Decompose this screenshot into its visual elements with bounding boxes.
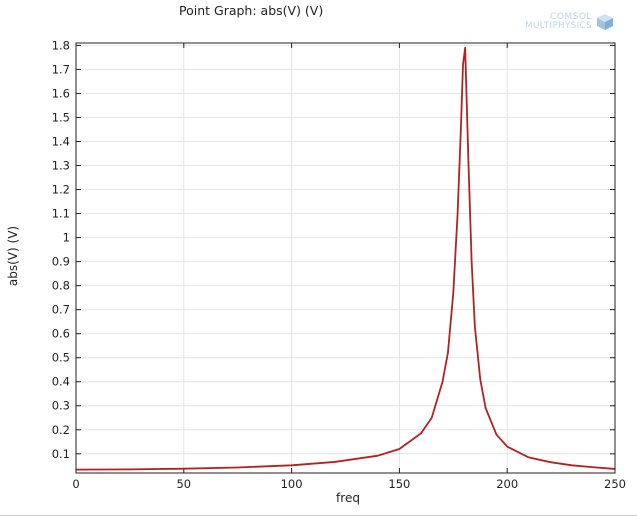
logo-line-2: MULTIPHYSICS <box>525 21 592 31</box>
x-tick-label: 50 <box>176 477 191 491</box>
y-tick-label: 1.1 <box>52 207 70 221</box>
x-tick-label: 100 <box>281 477 303 491</box>
y-tick-label: 0.8 <box>52 279 70 293</box>
y-tick-label: 0.7 <box>52 303 70 317</box>
y-tick-label: 0.9 <box>52 255 70 269</box>
x-axis-label: freq <box>336 491 360 505</box>
y-tick-label: 0.1 <box>52 447 70 461</box>
series-line <box>75 46 616 471</box>
y-tick-label: 1.3 <box>52 159 70 173</box>
y-tick-label: 1.7 <box>52 62 70 76</box>
comsol-logo: COMSOL MULTIPHYSICS <box>500 12 620 34</box>
y-tick-label: 1.6 <box>52 86 70 100</box>
y-tick-label: 0.2 <box>52 423 70 437</box>
y-tick-label: 0.3 <box>52 399 70 413</box>
x-tick-label: 150 <box>388 477 410 491</box>
y-tick-label: 1.8 <box>52 38 70 52</box>
y-tick-label: 1.5 <box>52 110 70 124</box>
y-tick-label: 1.2 <box>52 183 70 197</box>
logo-line-1: COMSOL <box>550 12 592 22</box>
y-tick-label: 1 <box>63 231 70 245</box>
plot-frame <box>75 42 616 474</box>
y-tick-label: 1.4 <box>52 134 70 148</box>
x-tick-label: 0 <box>72 477 79 491</box>
panel-divider <box>0 515 637 516</box>
chart-title: Point Graph: abs(V) (V) <box>179 3 324 18</box>
x-tick-label: 250 <box>604 477 626 491</box>
comsol-cube-icon <box>597 14 613 30</box>
y-tick-label: 0.5 <box>52 351 70 365</box>
y-tick-label: 0.4 <box>52 375 70 389</box>
y-tick-label: 0.6 <box>52 327 70 341</box>
x-tick-label: 200 <box>496 477 518 491</box>
